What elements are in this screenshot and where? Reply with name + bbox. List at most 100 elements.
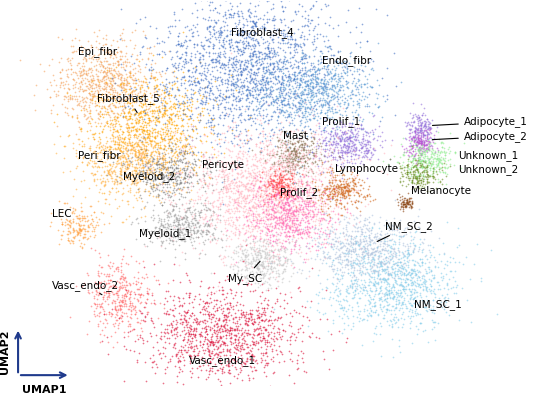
Point: [171, 60, 179, 66]
Point: [413, 144, 422, 150]
Point: [212, 321, 221, 327]
Point: [399, 152, 407, 158]
Point: [383, 276, 392, 282]
Point: [83, 71, 91, 78]
Point: [200, 317, 208, 324]
Point: [427, 117, 436, 123]
Point: [110, 85, 118, 91]
Point: [176, 224, 184, 230]
Point: [355, 103, 363, 110]
Point: [354, 139, 363, 145]
Point: [281, 216, 290, 223]
Point: [193, 227, 202, 233]
Point: [220, 178, 228, 184]
Point: [208, 57, 217, 64]
Point: [260, 178, 268, 184]
Point: [198, 140, 207, 147]
Point: [326, 227, 334, 233]
Point: [226, 304, 235, 310]
Point: [208, 144, 217, 150]
Point: [225, 213, 234, 220]
Point: [235, 321, 244, 327]
Point: [91, 98, 99, 105]
Point: [164, 335, 173, 342]
Point: [123, 151, 131, 158]
Point: [362, 248, 370, 254]
Point: [452, 282, 461, 288]
Point: [306, 179, 314, 185]
Point: [262, 216, 271, 223]
Point: [105, 154, 114, 160]
Point: [70, 176, 78, 182]
Point: [158, 136, 166, 142]
Point: [272, 166, 281, 172]
Point: [114, 179, 123, 186]
Point: [106, 70, 115, 76]
Point: [424, 162, 433, 168]
Point: [260, 165, 269, 171]
Point: [284, 187, 293, 194]
Point: [399, 286, 407, 292]
Point: [150, 166, 159, 172]
Point: [148, 155, 157, 162]
Point: [307, 215, 316, 222]
Point: [259, 87, 267, 93]
Point: [234, 72, 242, 78]
Point: [103, 144, 112, 150]
Point: [223, 80, 232, 86]
Point: [342, 214, 350, 221]
Point: [271, 183, 279, 189]
Point: [369, 259, 378, 265]
Point: [214, 304, 223, 310]
Point: [387, 290, 396, 296]
Point: [353, 261, 361, 267]
Point: [387, 237, 396, 243]
Point: [355, 260, 363, 266]
Point: [314, 272, 323, 278]
Point: [409, 157, 417, 163]
Point: [284, 191, 292, 198]
Point: [335, 136, 344, 142]
Point: [310, 154, 319, 160]
Point: [276, 129, 285, 135]
Point: [298, 103, 307, 109]
Point: [328, 177, 337, 183]
Point: [56, 84, 64, 91]
Point: [179, 80, 188, 86]
Point: [197, 97, 206, 104]
Point: [133, 118, 142, 124]
Point: [85, 66, 94, 72]
Point: [330, 289, 339, 295]
Point: [414, 146, 422, 152]
Point: [100, 103, 109, 109]
Point: [240, 321, 249, 327]
Point: [301, 147, 310, 153]
Point: [407, 301, 415, 308]
Point: [261, 349, 270, 355]
Point: [174, 67, 183, 73]
Point: [337, 164, 346, 171]
Point: [210, 146, 219, 152]
Point: [282, 160, 291, 166]
Point: [323, 152, 332, 158]
Point: [275, 190, 284, 196]
Point: [270, 182, 279, 188]
Point: [403, 281, 412, 287]
Point: [437, 149, 446, 155]
Point: [289, 146, 298, 152]
Point: [98, 111, 106, 117]
Point: [271, 160, 279, 167]
Point: [241, 63, 250, 69]
Point: [178, 184, 187, 190]
Point: [287, 148, 296, 154]
Point: [275, 180, 284, 187]
Point: [111, 303, 120, 309]
Point: [265, 339, 273, 345]
Point: [285, 238, 293, 245]
Point: [306, 66, 314, 72]
Text: LEC: LEC: [52, 209, 72, 219]
Point: [397, 182, 406, 188]
Point: [338, 272, 347, 278]
Point: [274, 253, 282, 259]
Point: [248, 238, 257, 244]
